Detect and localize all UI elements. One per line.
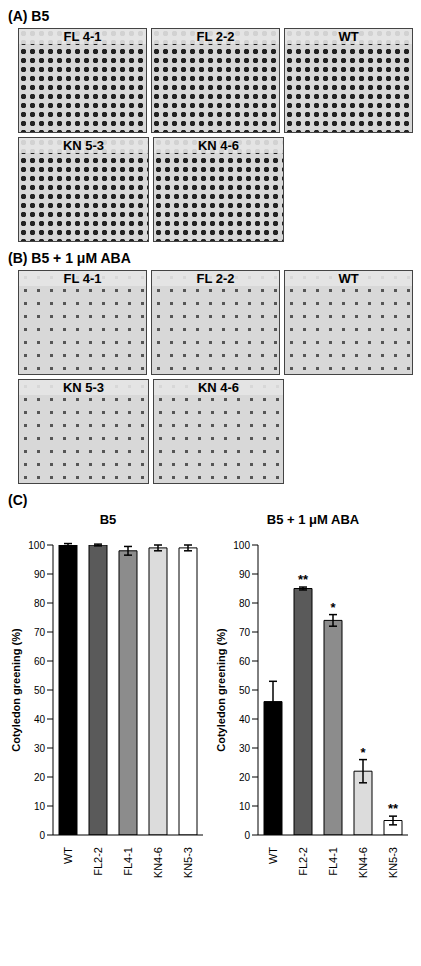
svg-text:80: 80 [34,598,46,609]
svg-text:FL4-1: FL4-1 [122,847,134,876]
svg-text:100: 100 [233,540,250,551]
html-text:(B) B5 + 1 μM ABA: (B) B5 + 1 μM ABA [8,250,131,266]
svg-text:70: 70 [239,627,251,638]
svg-text:Cotyledon greening (%): Cotyledon greening (%) [215,628,227,752]
html-text:B5: B5 [99,512,117,527]
svg-text:Cotyledon greening (%): Cotyledon greening (%) [10,628,22,752]
svg-text:20: 20 [34,772,46,783]
html-text:KN 5-3: KN 5-3 [62,138,105,153]
svg-text:80: 80 [239,598,251,609]
svg-text:**: ** [298,572,309,587]
svg-text:*: * [330,600,336,615]
html-text:B5 + 1 μM ABA: B5 + 1 μM ABA [266,512,360,527]
svg-text:*: * [360,745,366,760]
svg-text:20: 20 [239,772,251,783]
svg-text:60: 60 [239,656,251,667]
svg-text:0: 0 [39,830,45,841]
svg-text:KN4-6: KN4-6 [357,847,369,878]
html-text:FL 4-1: FL 4-1 [63,271,102,286]
svg-text:40: 40 [34,714,46,725]
svg-text:10: 10 [34,801,46,812]
svg-text:FL2-2: FL2-2 [92,847,104,876]
svg-text:10: 10 [239,801,251,812]
svg-text:FL4-1: FL4-1 [327,847,339,876]
svg-text:70: 70 [34,627,46,638]
html-text:(C): (C) [8,492,28,508]
svg-text:100: 100 [28,540,45,551]
svg-text:50: 50 [239,685,251,696]
svg-text:FL2-2: FL2-2 [297,847,309,876]
html-text:FL 2-2: FL 2-2 [196,271,235,286]
svg-text:0: 0 [244,830,250,841]
svg-text:KN4-6: KN4-6 [152,847,164,878]
svg-text:40: 40 [239,714,251,725]
html-text:WT: WT [338,271,359,286]
svg-text:KN5-3: KN5-3 [182,847,194,878]
svg-text:90: 90 [239,569,251,580]
html-text:FL 2-2: FL 2-2 [196,29,235,44]
svg-text:WT: WT [62,847,74,864]
html-text:KN 4-6: KN 4-6 [197,138,240,153]
svg-text:60: 60 [34,656,46,667]
html-text:FL 4-1: FL 4-1 [63,29,102,44]
svg-text:KN5-3: KN5-3 [387,847,399,878]
svg-text:WT: WT [267,847,279,864]
svg-text:30: 30 [239,743,251,754]
svg-text:30: 30 [34,743,46,754]
svg-text:**: ** [388,801,399,816]
html-text:WT: WT [338,29,359,44]
html-text:(A) B5: (A) B5 [8,8,50,24]
svg-text:50: 50 [34,685,46,696]
svg-text:90: 90 [34,569,46,580]
html-text:KN 5-3: KN 5-3 [62,380,105,395]
html-text:KN 4-6: KN 4-6 [197,380,240,395]
